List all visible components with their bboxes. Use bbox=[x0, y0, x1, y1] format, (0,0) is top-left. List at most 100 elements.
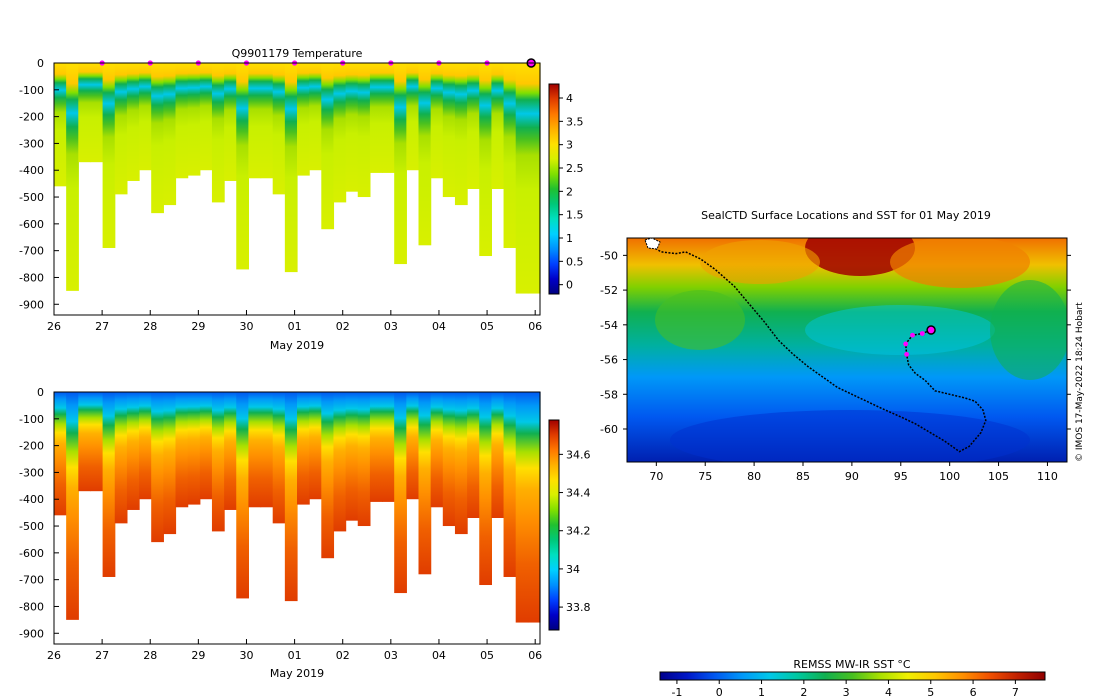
map-y-tick-label: -58 bbox=[600, 388, 618, 401]
salinity-xlabel: May 2019 bbox=[270, 667, 324, 680]
profile-column bbox=[333, 392, 347, 532]
colorbar-tick-label: 2.5 bbox=[566, 162, 584, 175]
y-tick-label: 0 bbox=[37, 57, 44, 70]
map-x-tick-label: 95 bbox=[894, 470, 908, 483]
profile-column bbox=[199, 63, 213, 171]
map-x-tick-label: 75 bbox=[698, 470, 712, 483]
sst-colorbar-tick-label: 1 bbox=[758, 686, 765, 699]
profile-column bbox=[382, 63, 395, 173]
profile-column bbox=[369, 392, 383, 502]
x-tick-label: 04 bbox=[432, 649, 446, 662]
profile-column bbox=[224, 63, 237, 181]
profile-column bbox=[454, 392, 468, 535]
x-tick-label: 06 bbox=[528, 320, 542, 333]
x-tick-label: 06 bbox=[528, 649, 542, 662]
x-tick-label: 05 bbox=[480, 649, 494, 662]
profile-column bbox=[126, 392, 140, 510]
profile-column bbox=[102, 392, 116, 577]
profile-column bbox=[126, 63, 140, 181]
colorbar-tick-label: 1.5 bbox=[566, 209, 584, 222]
map-x-tick-label: 85 bbox=[796, 470, 810, 483]
x-tick-label: 04 bbox=[432, 320, 446, 333]
sst-warm-eddy bbox=[890, 238, 1030, 288]
profile-column bbox=[297, 63, 310, 176]
sst-colorbar-tick-label: 4 bbox=[885, 686, 892, 699]
profile-column bbox=[272, 392, 286, 524]
y-tick-label: -500 bbox=[19, 191, 44, 204]
y-tick-label: -300 bbox=[19, 137, 44, 150]
profile-column bbox=[394, 392, 407, 594]
x-tick-label: 02 bbox=[336, 320, 350, 333]
profile-column bbox=[442, 63, 456, 198]
profile-column bbox=[260, 392, 274, 508]
temperature-title: Q9901179 Temperature bbox=[232, 47, 363, 60]
salinity-panel: 26 27 28 29 30 01 02 03 04 05 06 0 -100 -200 -300 -400… bbox=[19, 386, 590, 680]
colorbar-tick-label: 0.5 bbox=[566, 255, 584, 268]
profile-column bbox=[491, 63, 505, 189]
profile-column bbox=[430, 63, 444, 179]
profile-column bbox=[333, 63, 347, 203]
profile-column bbox=[442, 392, 456, 527]
profile-column bbox=[163, 392, 177, 535]
temperature-x-ticks: 26 27 28 29 30 01 02 03 04 05 06 bbox=[47, 310, 542, 333]
profile-column bbox=[114, 63, 128, 195]
profile-column bbox=[467, 392, 480, 518]
profile-column bbox=[406, 63, 420, 171]
sst-warm-west bbox=[700, 240, 820, 284]
profile-column bbox=[66, 63, 79, 291]
profile-column bbox=[211, 392, 225, 532]
salinity-plot-area bbox=[54, 392, 541, 623]
sst-map-panel: SealCTD Surface Locations and SST for 01… bbox=[600, 209, 1085, 699]
profile-column bbox=[345, 392, 359, 521]
colorbar-tick-label: 34 bbox=[566, 563, 580, 576]
profile-column bbox=[309, 392, 322, 500]
profile-column bbox=[357, 63, 371, 198]
y-tick-label: -100 bbox=[19, 84, 44, 97]
y-tick-label: -800 bbox=[19, 271, 44, 284]
sst-map-frame bbox=[626, 237, 1068, 463]
profile-column bbox=[479, 63, 492, 257]
sst-cold-south bbox=[670, 410, 1030, 462]
sst-warm-core bbox=[805, 238, 915, 276]
y-tick-label: -500 bbox=[19, 520, 44, 533]
map-y-tick-label: -56 bbox=[600, 354, 618, 367]
x-tick-label: 01 bbox=[288, 320, 302, 333]
x-tick-label: 29 bbox=[191, 649, 205, 662]
profile-column bbox=[321, 63, 335, 230]
colorbar-tick-label: 3.5 bbox=[566, 115, 584, 128]
profile-column bbox=[515, 392, 529, 623]
profile-column bbox=[467, 63, 480, 189]
x-tick-label: 28 bbox=[143, 320, 157, 333]
profile-column bbox=[78, 392, 92, 492]
profile-column bbox=[66, 392, 79, 620]
profile-column bbox=[199, 392, 213, 500]
seal-track-line bbox=[652, 246, 987, 453]
colorbar-tick-label: 1 bbox=[566, 232, 573, 245]
colorbar-tick-label: 34.6 bbox=[566, 448, 591, 461]
sst-colorbar-tick-label: 2 bbox=[800, 686, 807, 699]
profile-column bbox=[454, 63, 468, 206]
profile-column bbox=[369, 63, 383, 173]
colorbar-tick-label: 2 bbox=[566, 185, 573, 198]
profile-column bbox=[151, 63, 164, 214]
map-x-tick-label: 110 bbox=[1037, 470, 1058, 483]
profile-column bbox=[527, 63, 541, 294]
map-y-tick-label: -60 bbox=[600, 423, 618, 436]
sst-colorbar-tick-label: 3 bbox=[843, 686, 850, 699]
profile-column bbox=[224, 392, 237, 510]
sst-map-x-ticks: 70 75 80 85 90 95 100 105 110 bbox=[649, 462, 1058, 483]
salinity-y-ticks: 0 -100 -200 -300 -400 -500 -600 -700 -800 -900 bbox=[19, 386, 59, 640]
temperature-panel: Q9901179 Temperature 26 27 28 29 30 01 02 03 04 0… bbox=[19, 47, 583, 352]
sst-map-y-ticks: -50 -52 -54 -56 -58 -60 bbox=[600, 249, 1071, 436]
temperature-axes-frame bbox=[53, 62, 541, 316]
x-tick-label: 03 bbox=[384, 320, 398, 333]
salinity-colorbar bbox=[548, 419, 560, 631]
y-tick-label: -700 bbox=[19, 245, 44, 258]
y-tick-label: -400 bbox=[19, 493, 44, 506]
profile-column bbox=[90, 392, 104, 492]
profile-column bbox=[357, 392, 371, 527]
profile-column bbox=[211, 63, 225, 203]
recent-position-marker bbox=[919, 331, 925, 336]
salinity-x-ticks: 26 27 28 29 30 01 02 03 04 05 06 bbox=[47, 639, 542, 662]
